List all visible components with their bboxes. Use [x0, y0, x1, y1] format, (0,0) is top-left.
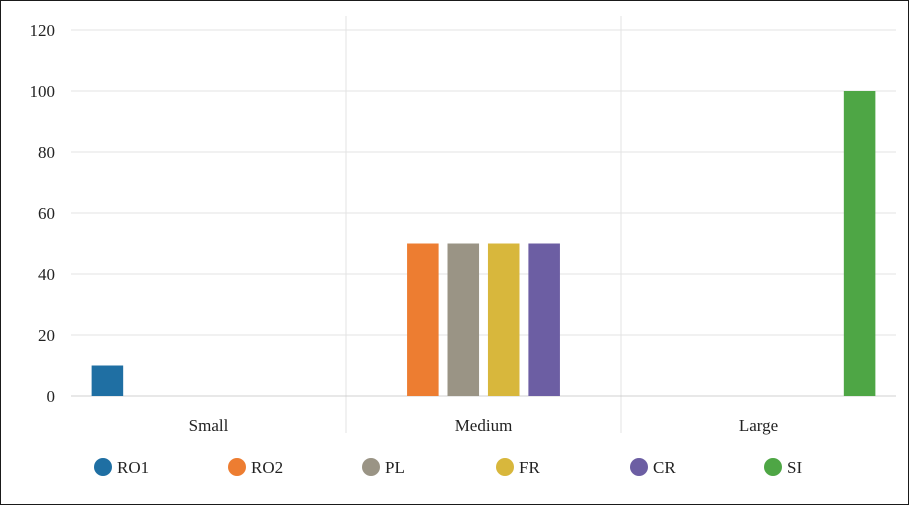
x-category-label: Small — [189, 416, 229, 435]
legend-marker — [228, 458, 246, 476]
bar-fr-medium — [487, 243, 520, 396]
legend-marker — [362, 458, 380, 476]
legend-marker — [496, 458, 514, 476]
legend-label: RO1 — [117, 458, 149, 477]
x-category-label: Medium — [455, 416, 513, 435]
legend-label: PL — [385, 458, 405, 477]
legend-item-ro2: RO2 — [228, 458, 283, 477]
grid-lines — [71, 16, 896, 433]
bar-si-large — [843, 91, 876, 396]
bars — [91, 91, 876, 396]
x-axis-categories: Small Medium Large — [189, 416, 779, 435]
legend-marker — [630, 458, 648, 476]
y-tick-label: 80 — [38, 143, 55, 162]
y-tick-label: 0 — [47, 387, 56, 406]
y-tick-label: 60 — [38, 204, 55, 223]
y-axis-ticks: 0 20 40 60 80 100 120 — [30, 21, 56, 406]
legend-label: FR — [519, 458, 540, 477]
legend-marker — [94, 458, 112, 476]
y-tick-label: 120 — [30, 21, 56, 40]
legend-marker — [764, 458, 782, 476]
bar-ro2-medium — [407, 243, 439, 396]
legend-item-si: SI — [764, 458, 802, 477]
legend-label: RO2 — [251, 458, 283, 477]
legend-item-pl: PL — [362, 458, 405, 477]
legend: RO1 RO2 PL FR CR SI — [94, 458, 802, 477]
legend-label: SI — [787, 458, 802, 477]
legend-item-cr: CR — [630, 458, 676, 477]
bar-ro1-small — [91, 365, 124, 396]
bar-pl-medium — [447, 243, 480, 396]
y-tick-label: 20 — [38, 326, 55, 345]
y-tick-label: 100 — [30, 82, 56, 101]
bar-cr-medium — [528, 243, 560, 396]
legend-item-ro1: RO1 — [94, 458, 149, 477]
y-tick-label: 40 — [38, 265, 55, 284]
legend-item-fr: FR — [496, 458, 540, 477]
x-category-label: Large — [739, 416, 778, 435]
legend-label: CR — [653, 458, 676, 477]
